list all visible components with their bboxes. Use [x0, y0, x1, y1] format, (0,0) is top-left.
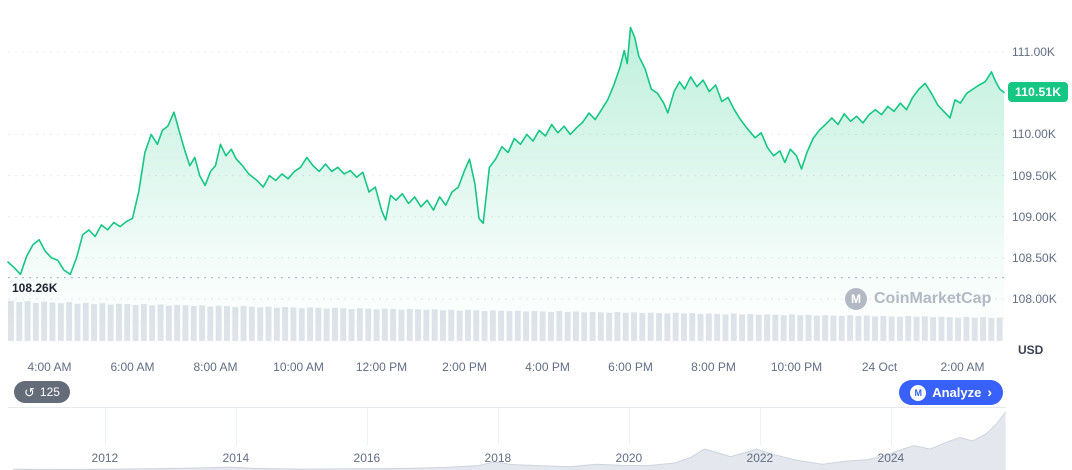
year-tick: 2012: [91, 451, 119, 465]
year-gridline: [628, 408, 630, 446]
range-area-line: [13, 411, 1006, 470]
range-selector-border: [8, 407, 1006, 408]
year-tick: 2020: [615, 451, 643, 465]
x-axis-tick: 10:00 PM: [770, 360, 823, 374]
y-axis-tick: 109.00K: [1012, 209, 1057, 224]
x-axis-tick: 4:00 AM: [27, 360, 72, 374]
x-axis-tick: 12:00 PM: [355, 360, 408, 374]
x-axis-tick: 8:00 AM: [193, 360, 238, 374]
year-gridline: [366, 408, 368, 446]
watermark-text: CoinMarketCap: [874, 290, 992, 307]
range-selector: 2012 2014 2016 2018 2020 2022 2024: [0, 407, 1072, 470]
year-gridline: [759, 408, 761, 446]
x-axis-tick: 4:00 PM: [525, 360, 570, 374]
year-tick: 2018: [484, 451, 512, 465]
x-axis-tick: 6:00 AM: [110, 360, 155, 374]
history-count-button[interactable]: ↺ 125: [14, 381, 70, 403]
price-area-fill: [8, 27, 1004, 341]
year-gridline: [104, 408, 106, 446]
history-count: 125: [39, 385, 60, 399]
x-axis-tick: 24 Oct: [861, 360, 898, 374]
year-tick: 2016: [353, 451, 381, 465]
chevron-right-icon: ›: [987, 384, 992, 400]
watermark: M CoinMarketCap: [845, 288, 991, 310]
x-axis-tick: 10:00 AM: [273, 360, 324, 374]
y-axis-tick: 111.00K: [1012, 45, 1055, 60]
analyze-button[interactable]: M Analyze ›: [899, 380, 1003, 405]
year-tick: 2022: [746, 451, 774, 465]
year-gridline: [497, 408, 499, 446]
y-axis-tick: 108.00K: [1012, 292, 1057, 306]
currency-label: USD: [1018, 343, 1044, 357]
year-gridline: [890, 408, 892, 446]
current-price-badge: 110.51K: [1008, 82, 1069, 103]
x-axis-tick: 2:00 PM: [442, 360, 487, 374]
coinmarketcap-logo-icon: M: [910, 384, 927, 401]
year-gridline: [235, 408, 237, 446]
coinmarketcap-logo-icon: M: [845, 288, 867, 310]
open-price-label: 108.26K: [12, 280, 58, 295]
price-line: [7, 26, 1005, 276]
price-chart-svg[interactable]: [0, 0, 1072, 356]
history-clock-icon: ↺: [24, 384, 35, 400]
x-axis-tick: 8:00 PM: [691, 360, 736, 374]
range-area-fill: [13, 412, 1006, 470]
x-axis-tick: 2:00 AM: [940, 360, 985, 374]
year-tick: 2014: [222, 451, 250, 465]
y-axis-tick: 109.50K: [1012, 168, 1057, 183]
y-axis-tick: 110.00K: [1012, 127, 1056, 142]
year-tick: 2024: [877, 451, 905, 465]
y-axis-tick: 108.50K: [1012, 250, 1057, 265]
x-axis-tick: 6:00 PM: [608, 360, 653, 374]
analyze-button-label: Analyze: [932, 385, 982, 400]
range-selector-chart[interactable]: [8, 408, 1006, 470]
